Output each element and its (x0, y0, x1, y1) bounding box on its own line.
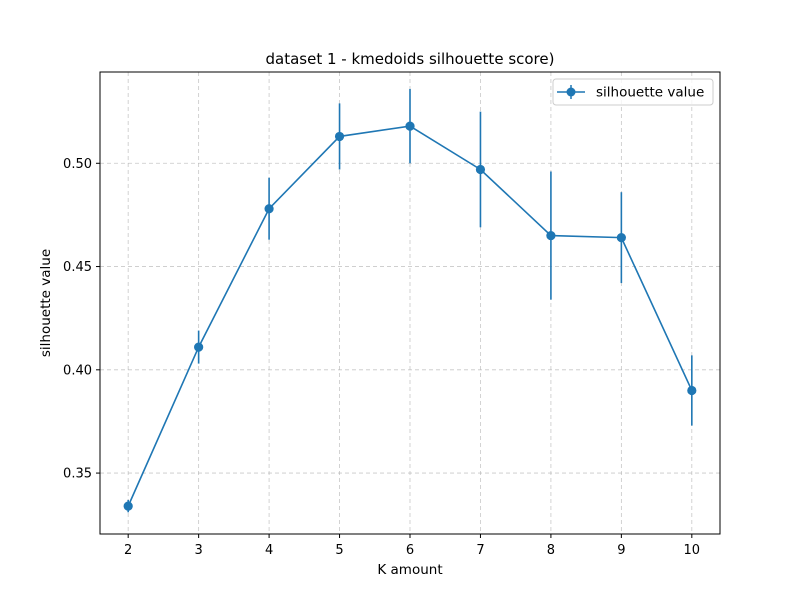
x-tick-label: 4 (265, 543, 273, 558)
series-layer (123, 88, 697, 513)
y-axis-label: silhouette value (38, 249, 54, 357)
x-axis-ticks: 2 3 4 5 6 7 8 9 10 (124, 534, 700, 558)
x-tick-label: 6 (406, 543, 414, 558)
data-point-marker (264, 204, 274, 214)
data-point-marker (546, 230, 556, 241)
x-tick-label: 9 (617, 543, 625, 558)
legend-marker (566, 87, 576, 97)
data-point-marker (475, 164, 486, 175)
data-point-marker (405, 121, 415, 131)
x-axis-label: K amount (377, 562, 442, 578)
chart-title: dataset 1 - kmedoids silhouette score) (266, 50, 555, 68)
data-point-marker (616, 233, 626, 243)
y-axis-ticks: 0.35 0.40 0.45 0.50 (63, 157, 100, 482)
legend-box (552, 78, 714, 106)
x-tick-label: 10 (684, 543, 701, 558)
data-point-marker (194, 342, 204, 352)
x-tick-label: 7 (476, 543, 484, 558)
y-tick-label: 0.35 (63, 467, 92, 482)
data-point-marker (334, 131, 345, 142)
legend-label: silhouette value (596, 85, 704, 101)
data-point-marker (123, 501, 133, 511)
y-tick-label: 0.40 (63, 363, 92, 378)
x-tick-label: 8 (547, 543, 555, 558)
legend: silhouette value (552, 78, 714, 106)
data-point-marker (687, 385, 697, 396)
x-tick-label: 2 (124, 543, 132, 558)
x-tick-label: 5 (335, 543, 343, 558)
x-tick-label: 3 (194, 543, 202, 558)
y-tick-label: 0.50 (63, 157, 92, 172)
y-tick-label: 0.45 (63, 260, 92, 275)
